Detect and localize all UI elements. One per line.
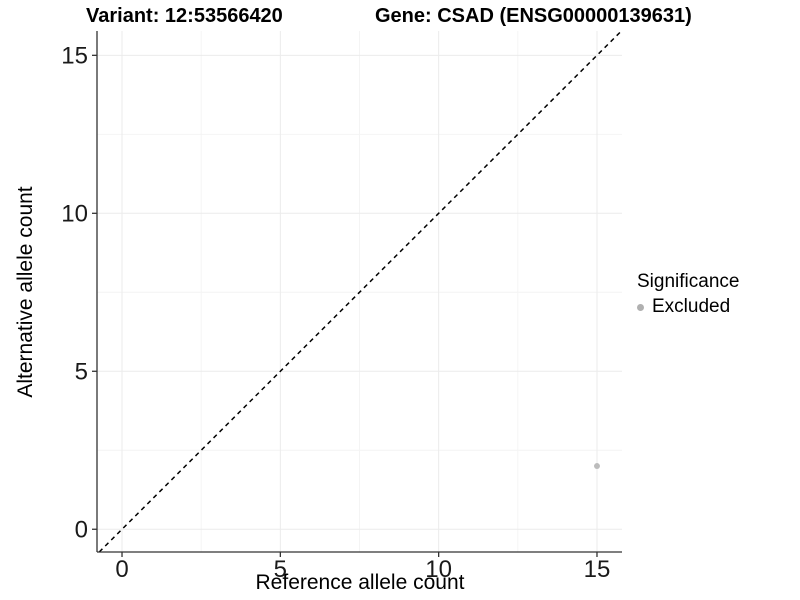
x-tick-label: 10 xyxy=(425,556,452,583)
x-tick-label: 15 xyxy=(584,556,611,583)
legend: Significance Excluded xyxy=(637,271,739,318)
legend-dot-icon xyxy=(637,303,644,311)
x-tick-label: 0 xyxy=(115,556,128,583)
variant-title: Variant: 12:53566420 xyxy=(86,5,283,27)
x-axis-title: Reference allele count xyxy=(255,571,465,594)
legend-item-label: Excluded xyxy=(652,296,731,317)
y-tick-label: 0 xyxy=(75,516,88,543)
x-tick-label: 5 xyxy=(274,556,287,583)
y-tick-label: 10 xyxy=(61,200,88,227)
legend-title: Significance xyxy=(637,271,740,292)
identity-dashed-line xyxy=(98,30,622,553)
y-tick-label: 15 xyxy=(61,42,88,69)
data-point xyxy=(593,463,600,470)
legend-item-excluded: Excluded xyxy=(637,296,739,318)
gene-title: Gene: CSAD (ENSG00000139631) xyxy=(375,5,692,27)
y-tick-label: 5 xyxy=(75,358,88,385)
y-axis-title: Alternative allele count xyxy=(14,186,37,398)
